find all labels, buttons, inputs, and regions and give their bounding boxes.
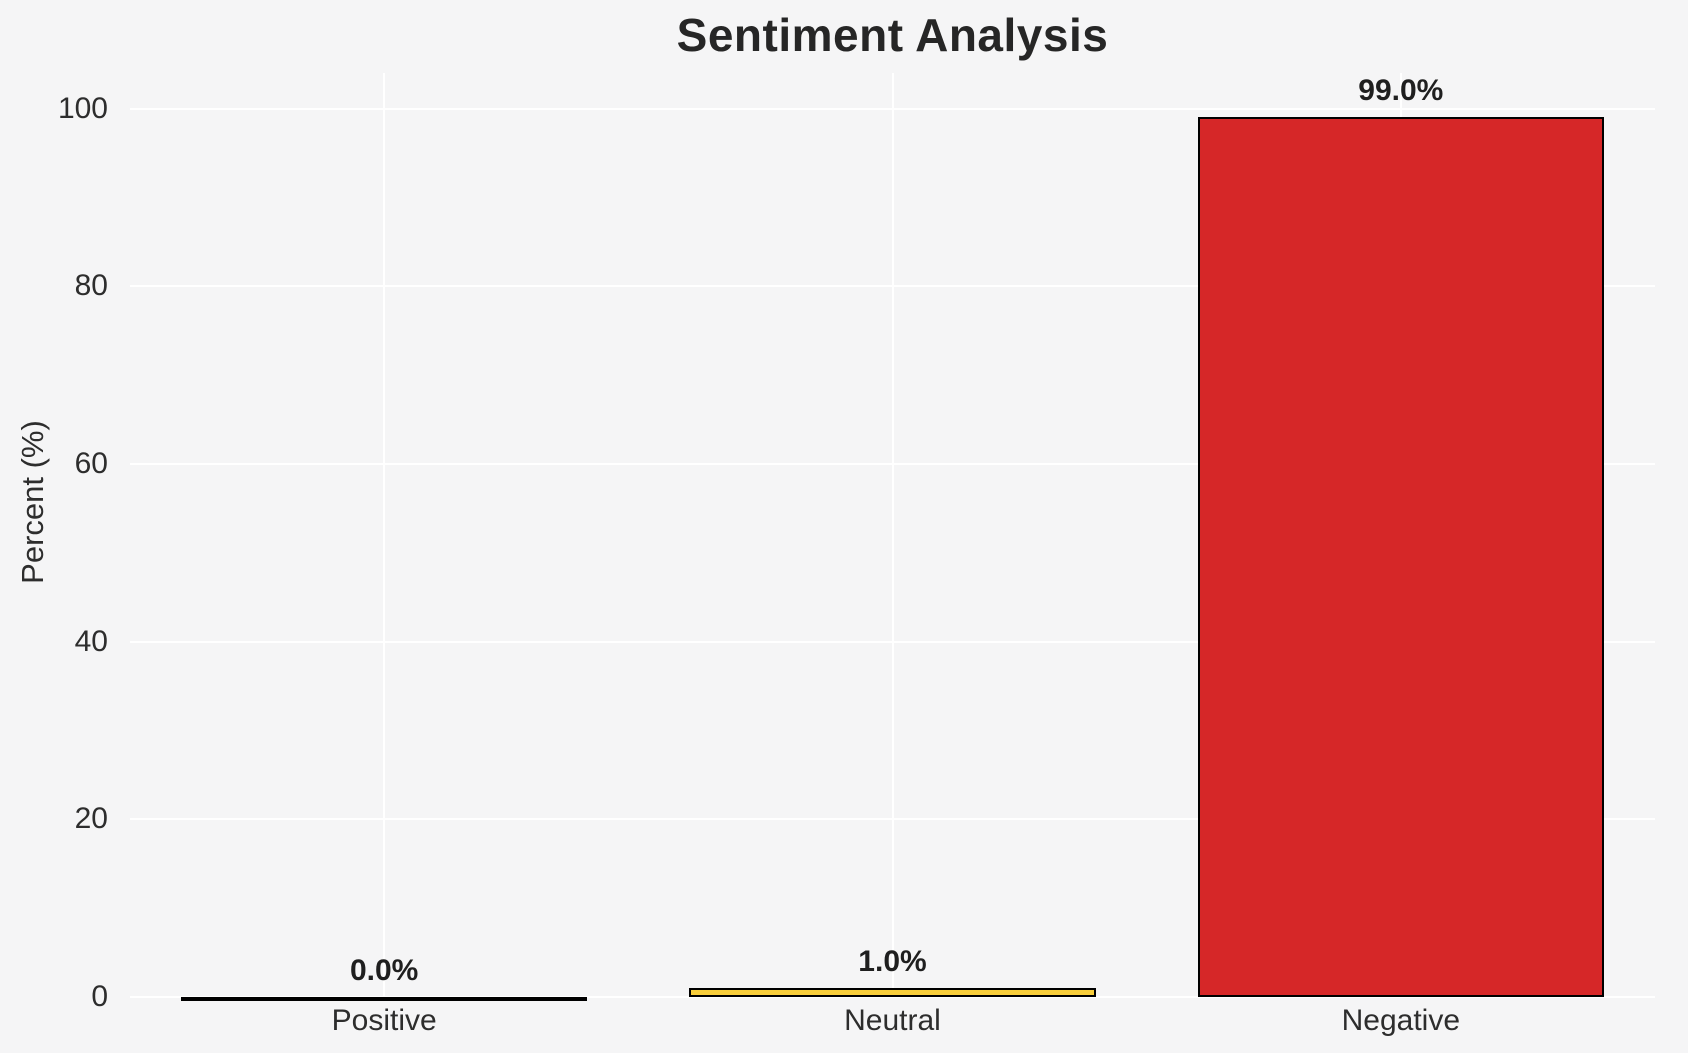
bar-value-label: 0.0% — [349, 954, 419, 987]
y-tick-label: 80 — [74, 269, 108, 303]
bar-neutral — [689, 988, 1096, 997]
x-tick-label: Negative — [1341, 1004, 1461, 1037]
bar-value-label: 99.0% — [1358, 74, 1444, 108]
gridline-horizontal — [130, 996, 1655, 998]
bar-negative — [1197, 117, 1605, 997]
y-tick-label: 40 — [74, 624, 108, 658]
gridline-vertical — [383, 73, 386, 997]
x-tick-label: Positive — [331, 1004, 437, 1037]
y-tick-label: 60 — [74, 446, 108, 480]
y-tick-label: 20 — [74, 802, 108, 836]
x-tick-label: Neutral — [844, 1004, 941, 1037]
y-tick-label: 0 — [91, 980, 108, 1013]
bar-positive — [180, 997, 588, 1001]
chart-title: Sentiment Analysis — [676, 9, 1109, 61]
bar-value-label: 1.0% — [858, 945, 927, 979]
y-tick-label: 100 — [57, 91, 108, 125]
gridline-vertical — [891, 73, 894, 997]
